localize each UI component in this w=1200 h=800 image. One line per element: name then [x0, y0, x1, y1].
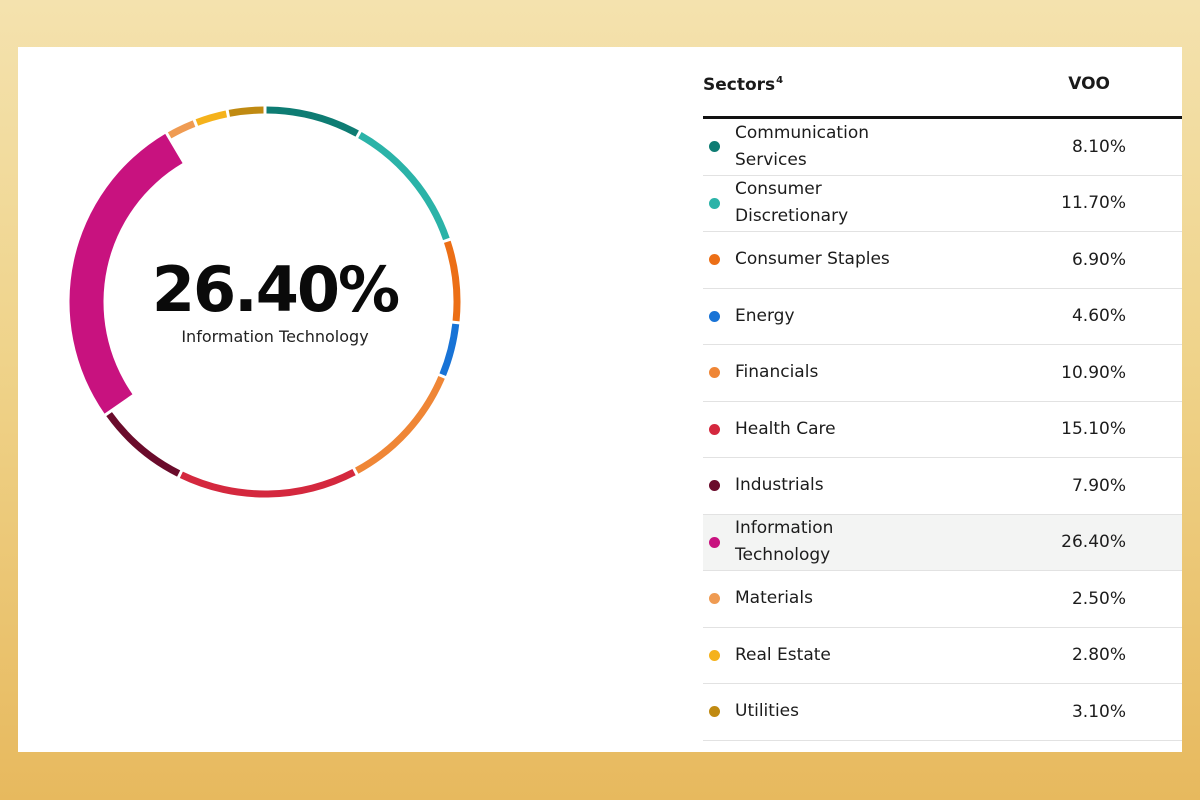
sector-row[interactable]: Energy 4.60%: [703, 289, 1182, 345]
sector-name: Utilities: [735, 701, 799, 722]
donut-slice[interactable]: [358, 132, 450, 241]
donut-center-label: 26.40% Information Technology: [58, 87, 492, 527]
legend-dot-icon: [709, 480, 720, 492]
donut-slice[interactable]: [167, 120, 196, 139]
donut-svg: [69, 106, 461, 498]
legend-dot-icon: [709, 649, 720, 661]
donut-slice[interactable]: [195, 110, 228, 126]
sector-row[interactable]: Consumer Discretionary 11.70%: [703, 176, 1182, 232]
sector-row[interactable]: Financials 10.90%: [703, 345, 1182, 402]
legend-dot-icon: [709, 197, 720, 209]
highlighted-sector-name: Information Technology: [181, 326, 369, 346]
sector-allocation-panel: 26.40% Information Technology Sectors4 V…: [18, 47, 1182, 752]
sector-weight: 7.90%: [1071, 475, 1126, 496]
sector-row[interactable]: Health Care 15.10%: [703, 402, 1182, 458]
sector-row[interactable]: Industrials 7.90%: [703, 458, 1182, 515]
donut-slice[interactable]: [266, 106, 359, 137]
legend-dot-icon: [709, 254, 720, 266]
sector-weight: 26.40%: [1061, 532, 1126, 553]
legend-dot-icon: [709, 593, 720, 605]
legend-dot-icon: [709, 367, 720, 379]
table-header: Sectors4 VOO: [703, 47, 1182, 119]
sector-weight: 11.70%: [1061, 193, 1126, 214]
footnote-marker[interactable]: 4: [776, 75, 784, 87]
highlighted-value: 26.40%: [151, 252, 400, 326]
sector-weight: 10.90%: [1061, 362, 1126, 383]
sectors-column-header: Sectors4: [703, 75, 783, 95]
sector-name: Energy: [735, 305, 795, 326]
sectors-table: Sectors4 VOO Communication Services 8.10%…: [703, 47, 1182, 741]
sector-row[interactable]: Real Estate 2.80%: [703, 628, 1182, 684]
sector-weight: 4.60%: [1071, 306, 1126, 327]
legend-dot-icon: [709, 706, 720, 718]
sector-row[interactable]: Consumer Staples 6.90%: [703, 232, 1182, 289]
legend-dot-icon: [709, 310, 720, 322]
legend-dot-icon: [709, 141, 720, 153]
legend-dot-icon: [709, 423, 720, 435]
sector-weight: 3.10%: [1071, 701, 1126, 722]
sector-name: Consumer Discretionary: [735, 179, 849, 227]
sector-weight: 15.10%: [1061, 419, 1126, 440]
sector-row[interactable]: Utilities 3.10%: [703, 684, 1182, 741]
sector-name: Real Estate: [735, 644, 831, 665]
donut-slice[interactable]: [355, 376, 445, 474]
sector-name: Consumer Staples: [735, 249, 890, 270]
sector-name: Information Technology: [735, 518, 834, 566]
sector-name: Communication Services: [735, 122, 869, 170]
donut-slice[interactable]: [106, 412, 181, 477]
sector-weight: 2.50%: [1071, 588, 1126, 609]
sector-row[interactable]: Information Technology 26.40%: [703, 514, 1182, 571]
sector-name: Industrials: [735, 475, 824, 496]
sector-weight: 2.80%: [1071, 645, 1126, 666]
donut-slice[interactable]: [228, 106, 264, 117]
fund-column-header: VOO: [1068, 74, 1110, 94]
donut-slice[interactable]: [443, 240, 461, 322]
sector-name: Financials: [735, 362, 819, 383]
sector-weight: 8.10%: [1071, 136, 1126, 157]
table-body: Communication Services 8.10% Consumer Disc…: [703, 119, 1182, 741]
sector-row[interactable]: Communication Services 8.10%: [703, 119, 1182, 176]
donut-slice[interactable]: [69, 133, 183, 414]
sector-name: Materials: [735, 588, 813, 609]
sector-name: Health Care: [735, 418, 836, 439]
legend-dot-icon: [709, 536, 720, 548]
sector-row[interactable]: Materials 2.50%: [703, 571, 1182, 628]
sectors-header-label: Sectors: [703, 75, 776, 95]
donut-chart: 26.40% Information Technology: [58, 87, 498, 527]
donut-slice[interactable]: [179, 469, 356, 498]
sector-weight: 6.90%: [1071, 249, 1126, 270]
donut-slice[interactable]: [439, 323, 460, 376]
